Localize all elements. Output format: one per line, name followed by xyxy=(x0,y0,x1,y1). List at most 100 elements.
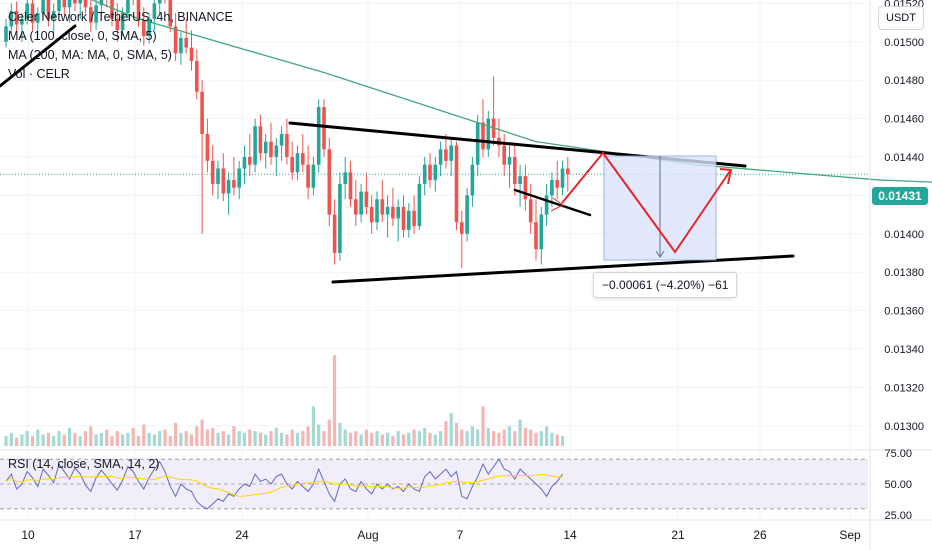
rsi-legend[interactable]: RSI (14, close, SMA, 14, 2) xyxy=(8,457,160,471)
volume-bar xyxy=(523,427,527,446)
volume-bar xyxy=(539,431,543,446)
volume-bar xyxy=(290,429,294,446)
volume-legend[interactable]: Vol · CELR xyxy=(8,67,70,81)
volume-bar xyxy=(253,431,257,446)
candle-body xyxy=(481,122,485,150)
volume-bar xyxy=(195,426,199,446)
candle-body xyxy=(57,0,61,12)
volume-bar xyxy=(401,434,406,446)
time-tick-label: Aug xyxy=(357,528,378,542)
candle-body xyxy=(179,37,183,54)
uptrend-line xyxy=(0,24,77,88)
volume-bar xyxy=(465,431,469,446)
candle-body xyxy=(126,0,130,14)
volume-bar xyxy=(274,427,278,446)
candle-body xyxy=(438,149,443,165)
ma200-legend[interactable]: MA (200, MA: MA, 0, SMA, 5) xyxy=(8,48,172,62)
candle-body xyxy=(375,199,379,223)
candle-body xyxy=(343,172,347,184)
volume-bar xyxy=(147,432,151,446)
volume-bar xyxy=(242,432,247,446)
candle-body xyxy=(173,26,178,54)
price-tick-label: 0.01480 xyxy=(884,75,924,87)
candle-body xyxy=(502,145,506,165)
volume-bar xyxy=(216,432,220,446)
volume-bar xyxy=(52,436,56,446)
volume-bar xyxy=(105,429,109,446)
candle-body xyxy=(444,149,448,161)
candle-body xyxy=(237,168,241,188)
volume-bar xyxy=(41,434,45,446)
currency-button[interactable]: USDT xyxy=(878,6,924,30)
candle-body xyxy=(422,164,427,184)
rsi-tick-label: 75.00 xyxy=(884,448,912,460)
candle-body xyxy=(470,164,475,196)
volume-bar xyxy=(343,429,347,446)
volume-bar xyxy=(396,431,400,446)
candle-body xyxy=(369,206,374,223)
volume-bar xyxy=(486,427,490,446)
volume-bar xyxy=(46,432,50,446)
moving-averages xyxy=(0,0,932,183)
price-tick-label: 0.01520 xyxy=(884,0,924,10)
candle-body xyxy=(184,37,188,48)
candle-body xyxy=(359,191,363,215)
rsi-ma-line xyxy=(5,473,563,497)
volume-bar xyxy=(83,431,88,446)
symbol-title[interactable]: Celer Network / TetherUS, 4h, BINANCE xyxy=(8,10,233,24)
volume-bar xyxy=(142,424,146,446)
rsi-pane xyxy=(0,449,932,510)
candle-body xyxy=(189,47,194,61)
candle-body xyxy=(4,26,8,42)
volume-bar xyxy=(78,436,82,446)
candle-body xyxy=(454,145,459,223)
volume-bar xyxy=(555,434,559,446)
candle-body xyxy=(380,199,385,215)
volume-bar xyxy=(333,355,337,446)
candle-body xyxy=(78,0,82,4)
volume-bar xyxy=(534,432,538,446)
volume-bar xyxy=(460,429,464,446)
volume-bar xyxy=(507,426,512,446)
time-tick-label: 26 xyxy=(753,528,767,542)
candle-body xyxy=(332,214,337,253)
volume-bar xyxy=(370,432,374,446)
candle-body xyxy=(25,3,29,19)
candle-body xyxy=(51,11,56,19)
candle-body xyxy=(9,11,14,27)
volume-bar xyxy=(163,429,167,446)
candle-body xyxy=(550,180,554,196)
candle-body xyxy=(46,0,51,19)
candle-body xyxy=(306,164,310,188)
candle-body xyxy=(428,164,432,181)
candle-body xyxy=(168,0,173,27)
volume-bar xyxy=(264,434,268,446)
candle-body xyxy=(460,222,464,234)
volume-bar xyxy=(280,432,284,446)
volume-bar xyxy=(158,431,162,446)
volume-bar xyxy=(131,427,135,446)
volume-bar xyxy=(338,422,342,446)
candle-body xyxy=(412,210,416,227)
candle-body xyxy=(285,133,289,157)
volume-bar xyxy=(417,431,421,446)
volume-bar xyxy=(73,432,77,446)
price-tick-label: 0.01500 xyxy=(884,37,924,49)
volume-bar xyxy=(221,431,225,446)
candle-body xyxy=(407,210,411,230)
projection-start xyxy=(550,197,564,212)
price-tick-label: 0.01440 xyxy=(884,152,924,164)
volume-bar xyxy=(550,432,554,446)
volume-bar xyxy=(513,431,517,446)
candle-body xyxy=(396,206,400,219)
ma100-legend[interactable]: MA (100, close, 0, SMA, 5) xyxy=(8,29,157,43)
candle-body xyxy=(391,206,395,219)
candle-body xyxy=(279,133,284,146)
price-tick-label: 0.01360 xyxy=(884,306,924,318)
candle-body xyxy=(226,180,231,194)
candle-body xyxy=(338,183,342,253)
volume-bar xyxy=(439,431,443,446)
volume-bar xyxy=(386,432,390,446)
volume-bar xyxy=(348,432,353,446)
